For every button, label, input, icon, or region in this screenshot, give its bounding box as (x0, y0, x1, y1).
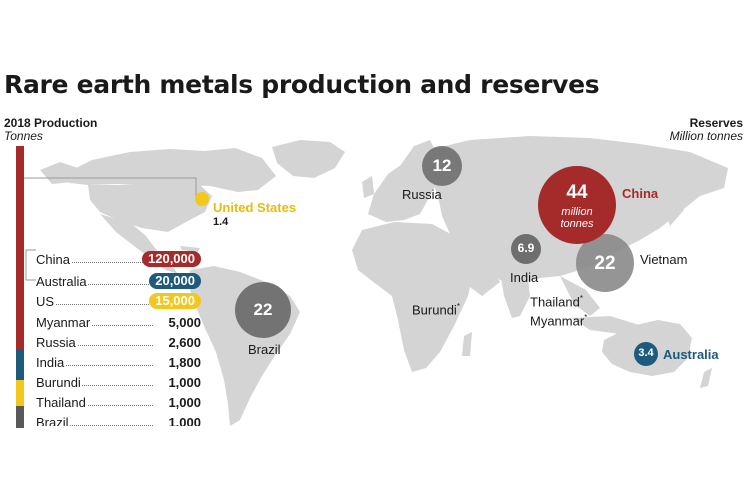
reserve-value-vietnam: 22 (594, 253, 616, 274)
reserve-bubble-us (195, 192, 209, 206)
reserve-value-india: 6.9 (517, 241, 535, 255)
production-value-pill: 120,000 (142, 251, 201, 267)
page-title: Rare earth metals production and reserve… (4, 70, 600, 99)
reserve-value-us: 1.4 (213, 216, 229, 228)
production-row-burundi: Burundi 1,000 (36, 374, 201, 392)
country-label-burundi: Burundi* (412, 302, 460, 317)
dotted-leader (36, 385, 153, 386)
production-country: Australia (36, 274, 88, 289)
production-bar-china (16, 146, 24, 350)
production-bar-australia (16, 350, 24, 380)
arabia-shape (462, 250, 500, 296)
country-name: Burundi (412, 302, 457, 318)
production-value: 5,000 (168, 315, 201, 330)
reserve-sublabel-china: million tonnes (560, 206, 594, 230)
reserve-bubble-russia (422, 146, 462, 186)
production-row-china: China 120,000 (36, 251, 201, 269)
reserves-heading: Reserves (689, 116, 743, 130)
reserve-value-australia: 3.4 (638, 347, 654, 359)
dotted-leader (36, 345, 153, 346)
reserve-bubble-china (538, 166, 616, 244)
reserve-bubble-australia (634, 342, 658, 366)
reserve-bubble-india (511, 234, 541, 264)
reserve-value-russia: 12 (432, 156, 452, 175)
production-country: China (36, 252, 71, 267)
country-label-russia: Russia (402, 187, 442, 202)
production-country: Russia (36, 335, 77, 350)
production-value: 2,600 (168, 335, 201, 350)
production-row-russia: Russia 2,600 (36, 334, 201, 352)
production-row-brazil: Brazil 1,000 (36, 414, 201, 426)
dotted-leader (36, 365, 153, 366)
production-country: Thailand (36, 395, 87, 410)
production-row-thailand: Thailand 1,000 (36, 394, 201, 412)
dotted-leader (36, 304, 153, 305)
country-name: Thailand (530, 294, 580, 310)
alaska-shape (40, 162, 78, 184)
production-country: US (36, 294, 56, 309)
asterisk-marker: * (579, 294, 583, 303)
asterisk-marker: * (584, 313, 588, 322)
reserves-unit: Million tonnes (669, 129, 743, 143)
reserve-bubble-vietnam (576, 234, 634, 292)
dotted-leader (36, 262, 153, 263)
production-row-australia: Australia 20,000 (36, 273, 201, 291)
country-label-thailand: Thailand* (530, 294, 583, 309)
production-row-us: US 15,000 (36, 293, 201, 311)
production-row-myanmar: Myanmar 5,000 (36, 314, 201, 332)
reserve-value-china: 44 (566, 182, 588, 203)
production-country: Myanmar (36, 315, 92, 330)
africa-shape (352, 222, 474, 372)
production-bar-other (16, 406, 24, 428)
dotted-leader (36, 405, 153, 406)
country-label-vietnam: Vietnam (640, 252, 688, 267)
production-value: 1,800 (168, 355, 201, 370)
country-label-us: United States (213, 200, 297, 215)
production-country: Brazil (36, 415, 70, 426)
reserve-bubble-brazil (235, 282, 291, 338)
production-heading: 2018 Production (4, 116, 98, 130)
production-value: 1,000 (168, 375, 201, 390)
canada-shape (60, 148, 276, 192)
production-country: Burundi (36, 375, 82, 390)
production-unit: Tonnes (4, 129, 43, 143)
country-label-china: China (622, 186, 659, 201)
production-row-india: India 1,800 (36, 354, 201, 372)
asterisk-marker: * (456, 302, 460, 311)
country-name: Myanmar (530, 313, 585, 329)
country-label-myanmar: Myanmar* (530, 313, 587, 328)
production-value-pill: 20,000 (149, 273, 201, 289)
dotted-leader (36, 325, 153, 326)
production-bar-us (16, 380, 24, 406)
country-label-australia: Australia (663, 347, 719, 362)
dotted-leader (36, 425, 153, 426)
production-value: 1,000 (168, 415, 201, 426)
production-value: 1,000 (168, 395, 201, 410)
india-shape (500, 272, 530, 318)
production-country: India (36, 355, 66, 370)
country-label-brazil: Brazil (248, 342, 281, 357)
country-label-india: India (510, 270, 539, 285)
usa-shape (88, 185, 212, 232)
dotted-leader (36, 284, 153, 285)
reserve-value-brazil: 22 (253, 300, 273, 319)
greenland-shape (272, 140, 345, 178)
production-value-pill: 15,000 (149, 293, 201, 309)
